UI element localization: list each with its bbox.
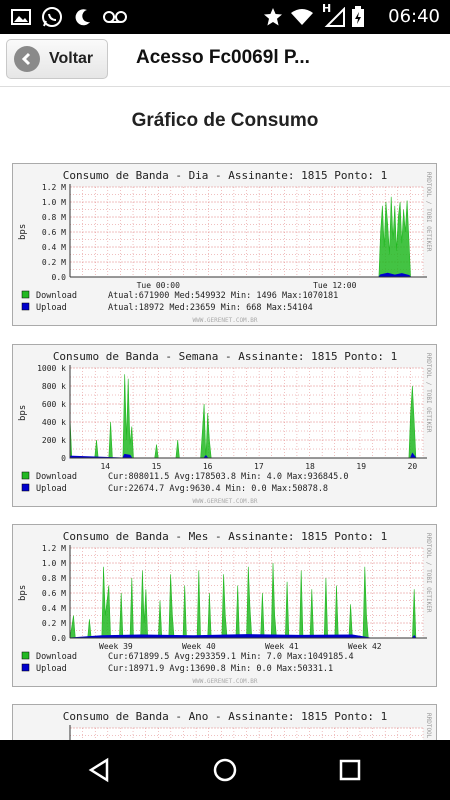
image-icon — [10, 6, 32, 28]
chart-title: Consumo de Banda - Dia - Assinante: 1815… — [63, 169, 388, 182]
chart-title: Consumo de Banda - Ano - Assinante: 1815… — [63, 710, 388, 723]
back-button[interactable]: Voltar — [6, 39, 108, 79]
x-tick-label: Week 41 — [265, 642, 299, 651]
rrdtool-credit: RRDTOOL / TOBI OETIKER — [425, 172, 432, 252]
y-tick-label: 0.0 — [52, 634, 67, 643]
legend-swatch-upload — [21, 302, 30, 311]
legend-stats-download: Atual:671900 Med:549932 Min: 1496 Max:10… — [108, 291, 338, 301]
series-download — [378, 196, 411, 278]
app-title: Acesso Fc0069l P... — [136, 47, 310, 68]
y-tick-label: 800 k — [42, 382, 66, 391]
star-icon — [262, 6, 284, 28]
y-tick-label: 400 k — [42, 418, 66, 427]
page-title: Gráfico de Consumo — [131, 110, 319, 131]
back-arrow-icon — [14, 46, 40, 72]
x-tick-label: 20 — [408, 462, 418, 471]
y-tick-label: 0.8 M — [42, 574, 66, 583]
y-axis-label: bps — [18, 585, 28, 601]
y-tick-label: 0.6 M — [42, 228, 66, 237]
y-axis-label: bps — [18, 405, 28, 421]
legend-stats-download: Cur:808011.5 Avg:178503.8 Min: 4.0 Max:9… — [108, 472, 349, 482]
legend-swatch-upload — [21, 663, 30, 672]
legend-swatch-download — [21, 651, 30, 660]
legend-stats-upload: Cur:22674.7 Avg:9630.4 Min: 0.0 Max:5087… — [108, 484, 328, 494]
x-tick-label: 14 — [100, 462, 110, 471]
nav-back-icon[interactable] — [82, 752, 118, 788]
app-bar: Voltar Acesso Fc0069l P... — [0, 34, 450, 87]
y-tick-label: 1.2 M — [42, 544, 66, 553]
y-axis-label: bps — [18, 224, 28, 240]
graph-panel-mes: Consumo de Banda - Mes - Assinante: 1815… — [12, 524, 437, 687]
rrdtool-credit: RRDTOOL — [425, 713, 432, 739]
graph-dia: Consumo de Banda - Dia - Assinante: 1815… — [18, 169, 432, 324]
legend-swatch-download — [21, 290, 30, 299]
y-tick-label: 0.0 — [52, 273, 67, 282]
x-tick-label: 16 — [203, 462, 213, 471]
x-tick-label: 17 — [254, 462, 264, 471]
x-tick-label: 18 — [305, 462, 315, 471]
x-tick-label: Week 39 — [99, 642, 133, 651]
watermark: WWW.GERENET.COM.BR — [192, 498, 257, 505]
graph-semana: Consumo de Banda - Semana - Assinante: 1… — [18, 350, 432, 505]
legend-name-download: Download — [36, 652, 77, 662]
legend-name-download: Download — [36, 472, 77, 482]
battery-icon — [350, 6, 366, 28]
legend-swatch-download — [21, 471, 30, 480]
back-button-label: Voltar — [49, 50, 94, 67]
x-tick-label: Tue 00:00 — [137, 281, 181, 290]
graph-mes: Consumo de Banda - Mes - Assinante: 1815… — [18, 530, 432, 685]
legend-name-download: Download — [36, 291, 77, 301]
nav-home-icon[interactable] — [207, 752, 243, 788]
watermark: WWW.GERENET.COM.BR — [192, 317, 257, 324]
signal-icon: H — [320, 2, 346, 28]
chart-title: Consumo de Banda - Semana - Assinante: 1… — [53, 350, 397, 363]
y-tick-label: 1000 k — [37, 364, 66, 373]
watermark: WWW.GERENET.COM.BR — [192, 678, 257, 685]
navigation-bar — [0, 740, 450, 800]
y-tick-label: 0.8 M — [42, 213, 66, 222]
y-tick-label: 0.6 M — [42, 589, 66, 598]
y-tick-label: 0.4 M — [42, 243, 66, 252]
legend-stats-download: Cur:671899.5 Avg:293359.1 Min: 7.0 Max:1… — [108, 652, 354, 662]
x-tick-label: 19 — [356, 462, 366, 471]
legend-name-upload: Upload — [36, 664, 67, 674]
y-tick-label: 1.0 M — [42, 198, 66, 207]
status-bar: H 06:40 — [0, 0, 450, 34]
clock: 06:40 — [388, 6, 440, 27]
legend-name-upload: Upload — [36, 484, 67, 494]
rrdtool-credit: RRDTOOL / TOBI OETIKER — [425, 353, 432, 433]
wifi-icon — [290, 6, 314, 28]
voicemail-icon — [102, 6, 128, 28]
legend-name-upload: Upload — [36, 303, 67, 313]
y-tick-label: 0.4 M — [42, 604, 66, 613]
y-tick-label: 200 k — [42, 436, 66, 445]
y-tick-label: 0.2 M — [42, 258, 66, 267]
network-type-label: H — [322, 2, 332, 15]
nav-recents-icon[interactable] — [332, 752, 368, 788]
y-tick-label: 600 k — [42, 400, 66, 409]
legend-stats-upload: Atual:18972 Med:23659 Min: 668 Max:54104 — [108, 303, 313, 313]
x-tick-label: Week 40 — [182, 642, 216, 651]
moon-icon — [72, 6, 94, 28]
whatsapp-icon — [40, 6, 64, 28]
y-tick-label: 1.0 M — [42, 559, 66, 568]
x-tick-label: Week 42 — [348, 642, 382, 651]
legend-swatch-upload — [21, 483, 30, 492]
y-tick-label: 1.2 M — [42, 183, 66, 192]
legend-stats-upload: Cur:18971.9 Avg:13690.8 Min: 0.0 Max:503… — [108, 664, 333, 674]
x-tick-label: 15 — [152, 462, 162, 471]
y-tick-label: 0.2 M — [42, 619, 66, 628]
x-tick-label: Tue 12:00 — [313, 281, 357, 290]
graph-panel-semana: Consumo de Banda - Semana - Assinante: 1… — [12, 344, 437, 507]
graph-panel-dia: Consumo de Banda - Dia - Assinante: 1815… — [12, 163, 437, 326]
chart-title: Consumo de Banda - Mes - Assinante: 1815… — [63, 530, 388, 543]
rrdtool-credit: RRDTOOL / TOBI OETIKER — [425, 533, 432, 613]
y-tick-label: 0 — [61, 454, 66, 463]
